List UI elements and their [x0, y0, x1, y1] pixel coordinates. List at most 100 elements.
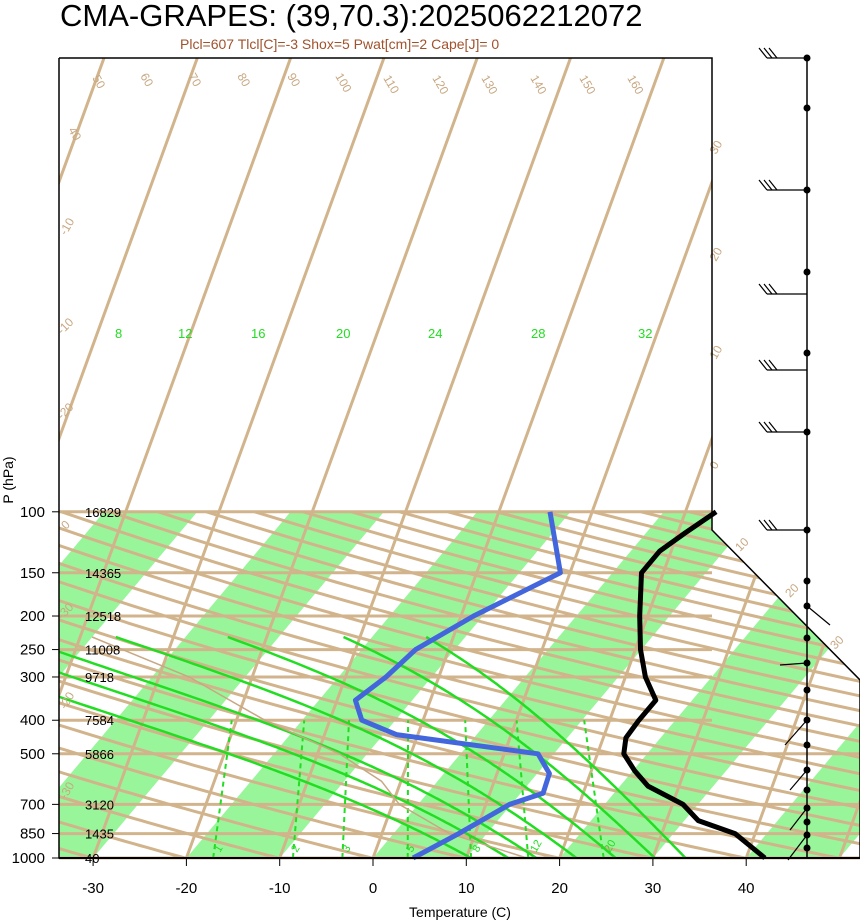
wind-level-dot [803, 577, 811, 585]
dry-adiabat [59, 510, 213, 858]
pressure-tick-label: 400 [20, 712, 45, 729]
moist-adiabat [59, 635, 537, 858]
moist-adiabat-label: 12 [178, 326, 192, 341]
wind-barb-flag [768, 421, 778, 433]
temperature-profile [621, 509, 767, 860]
adiabat-label: 90 [284, 71, 303, 90]
wind-level-dot [803, 741, 811, 749]
dry-adiabat [59, 510, 307, 858]
temperature-tick-label: -20 [176, 880, 198, 897]
wind-barb-flag [763, 283, 773, 295]
wind-barb-flag [758, 359, 768, 371]
dry-adiabat [157, 510, 860, 858]
wind-barb-flag [768, 359, 778, 371]
wind-level-dot [803, 634, 811, 642]
pressure-tick-label: 1000 [12, 850, 45, 867]
dry-adiabat [59, 510, 686, 858]
adiabat-label: 120 [429, 73, 451, 98]
isotherm-band [0, 512, 11, 858]
wind-barb-flag [763, 179, 773, 191]
moist-adiabat [115, 635, 578, 858]
x-axis-label: Temperature (C) [409, 904, 511, 920]
wind-barb [789, 769, 808, 791]
isotherm-band [373, 511, 758, 858]
moist-adiabat-label: 32 [638, 326, 652, 341]
wind-barb-flag [763, 519, 773, 531]
isotherm-label: 20 [782, 581, 802, 601]
wind-barb [787, 834, 808, 861]
height-label: 7584 [85, 713, 114, 728]
wind-barb-flag [768, 283, 778, 295]
dry-adiabat [59, 510, 497, 858]
wind-level-dot [803, 844, 811, 852]
height-label: 40 [85, 851, 99, 866]
mixing-ratio-label: 8 [470, 843, 483, 854]
wind-level-dot [803, 104, 811, 112]
height-label: 3120 [85, 797, 114, 812]
pressure-tick-label: 100 [20, 504, 45, 521]
mixing-ratio-label: 5 [404, 843, 417, 854]
adiabat-label: 40 [65, 125, 84, 144]
wind-barb-flag [758, 47, 768, 59]
dry-adiabat [59, 510, 860, 858]
dry-adiabat [254, 510, 860, 858]
wind-barb [789, 807, 808, 831]
wind-barb-flag [758, 179, 768, 191]
moist-adiabat-lines [59, 635, 687, 858]
wind-level-dot [803, 818, 811, 826]
isotherm-line [278, 58, 572, 858]
isotherm-line [59, 58, 293, 858]
temperature-tick-label: -10 [269, 880, 291, 897]
isotherm-band [59, 511, 384, 858]
wind-level-dot [803, 786, 811, 794]
moist-adiabat [59, 635, 472, 858]
dry-adiabat [61, 510, 860, 858]
wind-barb-flag [768, 47, 778, 59]
mixing-ratio-line [341, 720, 351, 858]
mixing-ratio-label: 3 [340, 843, 353, 854]
dry-adiabat [59, 510, 402, 858]
moist-adiabat-label: 28 [531, 326, 545, 341]
dry-adiabat [59, 510, 591, 858]
adiabat-label: 110 [380, 73, 402, 97]
profile-lines [352, 509, 767, 861]
isotherm-label: 10 [732, 535, 752, 555]
dry-adiabat [59, 510, 860, 858]
isotherm-band [59, 511, 198, 858]
moist-adiabat-label: 24 [428, 326, 442, 341]
pressure-tick-label: 250 [20, 642, 45, 659]
dry-adiabat [59, 510, 860, 858]
dewpoint-profile [352, 511, 563, 861]
isotherm-line [184, 58, 479, 858]
wind-barb-flag [768, 519, 778, 531]
isotherm-line [744, 58, 860, 858]
chart-title: CMA-GRAPES: (39,70.3):2025062212072 [60, 0, 643, 33]
pressure-tick-label: 700 [20, 796, 45, 813]
temperature-tick-label: 10 [458, 880, 475, 897]
adiabat-label: 150 [576, 73, 598, 98]
adiabat-label: 0 [706, 458, 722, 471]
isotherm-label: -10 [54, 315, 76, 337]
pressure-tick-label: 150 [20, 565, 45, 582]
height-label: 16829 [85, 505, 121, 520]
wind-level-dot [803, 349, 811, 357]
adiabat-label: 20 [706, 245, 725, 264]
height-label: 1435 [85, 827, 114, 842]
wind-barb-flag [763, 47, 773, 59]
wind-barb-flag [763, 421, 773, 433]
wind-barb-flag [758, 421, 768, 433]
adiabat-label: 140 [527, 73, 549, 98]
mixing-ratio-label: 12 [528, 838, 545, 855]
parcel-line [91, 636, 528, 858]
dry-adiabat [59, 510, 860, 858]
adiabat-label: 10 [706, 343, 725, 362]
adiabat-label: 160 [624, 73, 646, 98]
parcel-path [91, 636, 528, 858]
wind-barb [784, 719, 808, 746]
height-label: 12518 [85, 609, 121, 624]
moist-adiabat-label: 8 [115, 326, 122, 341]
height-label: 9718 [85, 670, 114, 685]
wind-barb [779, 662, 808, 666]
